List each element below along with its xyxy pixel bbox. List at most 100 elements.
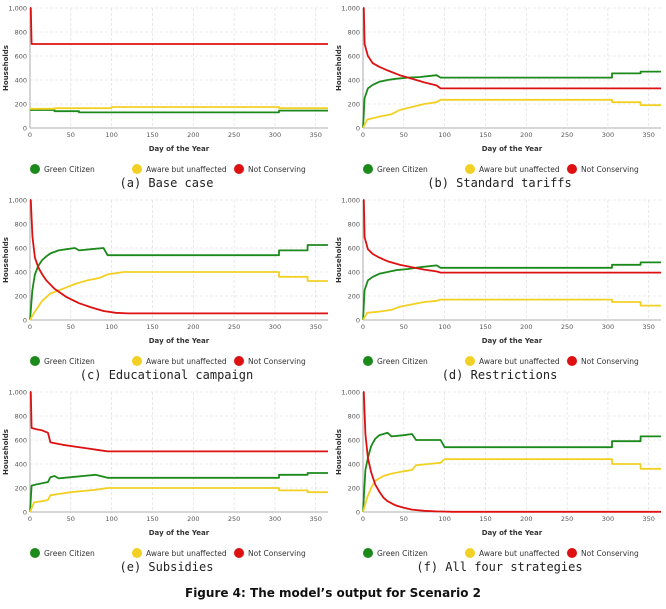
x-tick-label: 150	[479, 131, 491, 139]
x-tick-label: 200	[187, 515, 199, 523]
grid	[362, 7, 661, 129]
y-axis-title: Households	[2, 429, 10, 475]
x-tick-label: 100	[438, 131, 450, 139]
y-tick-label: 800	[348, 29, 360, 37]
y-tick-label: 400	[15, 461, 27, 469]
green-marker-icon	[363, 548, 373, 558]
legend: Green Citizen Aware but unaffected Not C…	[363, 548, 663, 560]
legend: Green Citizen Aware but unaffected Not C…	[363, 164, 663, 176]
x-tick-label: 150	[146, 515, 158, 523]
x-tick-label: 50	[400, 131, 408, 139]
panel-standard-tariffs: 0 50 100 150 200 250 300 350 0 200 400 600 800 1,000 D…	[333, 0, 666, 192]
green-marker-icon	[30, 164, 40, 174]
y-tick-label: 1,000	[341, 197, 360, 205]
series-line-aware-but-unaffected	[29, 487, 328, 513]
legend: Green Citizen Aware but unaffected Not C…	[30, 548, 330, 560]
y-tick-label: 400	[348, 461, 360, 469]
red-marker-icon	[234, 548, 244, 558]
x-tick-label: 50	[400, 323, 408, 331]
legend: Green Citizen Aware but unaffected Not C…	[363, 356, 663, 368]
x-tick-label: 350	[643, 515, 655, 523]
green-marker-icon	[363, 164, 373, 174]
series-line-aware-but-unaffected	[29, 271, 328, 321]
x-tick-label: 50	[67, 515, 75, 523]
y-tick-label: 0	[23, 509, 27, 517]
y-tick-label: 200	[15, 485, 27, 493]
series-line-not-conserving	[29, 199, 328, 315]
y-tick-label: 1,000	[341, 5, 360, 13]
grid	[362, 391, 661, 513]
yellow-marker-icon	[132, 356, 142, 366]
legend-yellow: Aware but unaffected	[132, 356, 227, 366]
panel-subsidies: 0 50 100 150 200 250 300 350 0 200 400 600 800 1,000 D…	[0, 384, 333, 576]
x-tick-label: 0	[361, 323, 365, 331]
x-tick-label: 100	[438, 515, 450, 523]
series-line-not-conserving	[29, 7, 328, 45]
series-line-aware-but-unaffected	[30, 106, 328, 110]
panel-caption: (e) Subsidies	[119, 560, 214, 574]
x-tick-label: 350	[643, 323, 655, 331]
y-tick-label: 600	[15, 437, 27, 445]
legend-yellow: Aware but unaffected	[465, 356, 560, 366]
legend: Green Citizen Aware but unaffected Not C…	[30, 356, 330, 368]
chart-svg: 0 50 100 150 200 250 300 350 0 200 400 600 800 1,000 D…	[335, 389, 661, 537]
y-tick-label: 0	[23, 317, 27, 325]
panel-caption: (c) Educational campaign	[79, 368, 254, 382]
red-marker-icon	[234, 164, 244, 174]
yellow-marker-icon	[465, 164, 475, 174]
x-tick-label: 250	[228, 131, 240, 139]
x-axis-title: Day of the Year	[149, 529, 210, 537]
series-line-aware-but-unaffected	[362, 98, 661, 129]
x-tick-label: 150	[146, 323, 158, 331]
x-tick-label: 200	[187, 131, 199, 139]
grid	[29, 7, 328, 129]
y-tick-label: 600	[15, 245, 27, 253]
legend-green-label: Green Citizen	[377, 356, 428, 366]
x-tick-label: 0	[28, 131, 32, 139]
chart-svg: 0 50 100 150 200 250 300 350 0 200 400 600 800 1,000 D…	[335, 5, 661, 153]
x-tick-label: 150	[146, 131, 158, 139]
x-tick-label: 150	[479, 515, 491, 523]
y-tick-label: 0	[356, 509, 360, 517]
x-tick-label: 250	[228, 515, 240, 523]
panel-base-case: 0 50 100 150 200 250 300 350 0 200 400 600 800 1,000 D…	[0, 0, 333, 192]
series-line-green-citizen	[362, 70, 661, 129]
series-line-not-conserving	[362, 7, 661, 90]
legend-yellow-label: Aware but unaffected	[146, 164, 227, 174]
y-tick-label: 0	[23, 125, 27, 133]
legend-yellow: Aware but unaffected	[465, 164, 560, 174]
y-tick-label: 200	[348, 101, 360, 109]
y-axis-title: Households	[335, 237, 343, 283]
x-tick-label: 350	[310, 323, 322, 331]
yellow-marker-icon	[465, 356, 475, 366]
x-axis-title: Day of the Year	[482, 529, 543, 537]
y-tick-label: 200	[348, 485, 360, 493]
panel-educational-campaign: 0 50 100 150 200 250 300 350 0 200 400 600 800 1,000 D…	[0, 192, 333, 384]
series-line-aware-but-unaffected	[362, 458, 661, 513]
legend-green: Green Citizen	[363, 356, 428, 366]
legend-green: Green Citizen	[30, 356, 95, 366]
legend-red-label: Not Conserving	[248, 548, 306, 558]
x-tick-label: 50	[400, 515, 408, 523]
x-tick-label: 250	[561, 515, 573, 523]
chart-svg: 0 50 100 150 200 250 300 350 0 200 400 600 800 1,000 D…	[2, 389, 328, 537]
x-tick-label: 200	[520, 323, 532, 331]
red-marker-icon	[567, 356, 577, 366]
red-marker-icon	[567, 548, 577, 558]
y-tick-label: 200	[15, 101, 27, 109]
y-tick-label: 0	[356, 317, 360, 325]
legend-yellow: Aware but unaffected	[132, 548, 227, 558]
y-tick-label: 0	[356, 125, 360, 133]
x-axis-title: Day of the Year	[482, 145, 543, 153]
legend-green: Green Citizen	[30, 164, 95, 174]
legend-yellow-label: Aware but unaffected	[146, 356, 227, 366]
legend-green-label: Green Citizen	[44, 548, 95, 558]
x-tick-label: 0	[361, 131, 365, 139]
legend-green: Green Citizen	[30, 548, 95, 558]
legend-red: Not Conserving	[567, 164, 639, 174]
y-tick-label: 1,000	[8, 389, 27, 397]
figure-caption: Figure 4: The model’s output for Scenari…	[185, 586, 481, 600]
legend-green-label: Green Citizen	[377, 548, 428, 558]
legend-red-label: Not Conserving	[581, 356, 639, 366]
series-line-green-citizen	[29, 244, 328, 321]
